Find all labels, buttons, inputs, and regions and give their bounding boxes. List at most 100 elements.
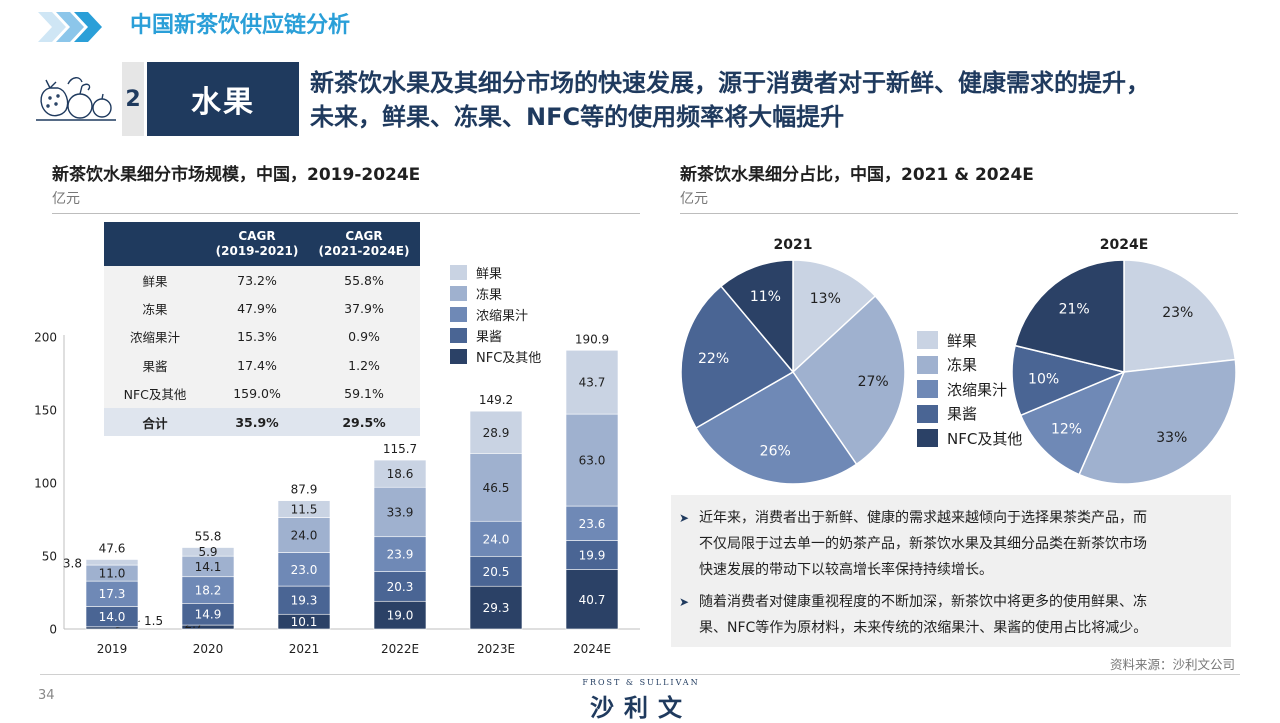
bar-total-label: 87.9 <box>291 483 318 497</box>
right-panel-divider <box>680 213 1238 214</box>
legend-label: 浓缩果汁 <box>476 309 529 324</box>
pie-value-label: 22% <box>698 351 729 367</box>
section-name: 水果 <box>147 62 299 136</box>
legend-item: 果酱 <box>450 325 541 346</box>
bar-value-label: 3.8 <box>63 557 82 571</box>
bar-value-label: 1.5 <box>144 614 163 628</box>
cagr-cell: 15.3% <box>206 322 309 352</box>
bar-value-label: 10.1 <box>291 615 318 629</box>
pie-value-label: 13% <box>810 291 841 307</box>
bar-value-label: 20.5 <box>483 565 510 579</box>
bar-value-label: 18.2 <box>195 584 222 598</box>
bar-segment <box>85 559 139 566</box>
note-line: 快速发展的带动下以较高增长率保持持续增长。 <box>699 562 993 578</box>
bar-segment <box>85 626 139 630</box>
cagr-cell: 浓缩果汁 <box>104 322 206 352</box>
cagr-cell: 37.9% <box>308 294 420 323</box>
bar-chart-legend: 鲜果 冻果 浓缩果汁 果酱 NFC及其他 <box>450 262 541 367</box>
legend-label: 果酱 <box>947 405 978 424</box>
right-panel-title: 新茶饮水果细分占比，中国，2021 & 2024E <box>680 165 1034 185</box>
pie-value-label: 23% <box>1162 305 1193 321</box>
pie-value-label: 10% <box>1028 371 1059 387</box>
legend-swatch <box>917 404 938 423</box>
x-tick-label: 2019 <box>97 642 128 656</box>
cagr-row: NFC及其他 159.0% 59.1% <box>104 379 420 408</box>
pie-charts: 2021 13% 27% 26% 22% 11% 2024E 23% 33% 12% 10% 21% <box>680 237 1237 485</box>
cagr-cell: 0.9% <box>308 322 420 352</box>
bar-segment <box>565 349 619 415</box>
legend-item: 冻果 <box>450 283 541 304</box>
legend-item: NFC及其他 <box>917 426 1022 451</box>
pie-value-label: 12% <box>1051 422 1082 438</box>
arrow-bullet-icon: ➤ <box>679 511 690 525</box>
bar-value-label: 19.0 <box>387 609 414 623</box>
bar-segment <box>277 552 331 587</box>
legend-label: NFC及其他 <box>947 429 1023 448</box>
bar-total-label: 47.6 <box>99 542 126 556</box>
note-line: 近年来，消费者出于新鲜、健康的需求越来越倾向于选择果茶类产品，而 <box>699 510 1147 526</box>
bar-segment <box>565 413 619 507</box>
cagr-cell: NFC及其他 <box>104 379 206 408</box>
bar-segment <box>277 585 331 615</box>
bar-segment <box>469 410 523 454</box>
cagr-header-row: CAGR (2019-2021) CAGR (2021-2024E) <box>104 222 420 266</box>
cagr-header-2021-2024e: CAGR (2021-2024E) <box>308 222 420 266</box>
legend-label: 鲜果 <box>947 331 978 350</box>
notes-box: ➤ 近年来，消费者出于新鲜、健康的需求越来越倾向于选择果茶类产品，而 不仅局限于… <box>671 495 1231 647</box>
cagr-row: 鲜果 73.2% 55.8% <box>104 266 420 295</box>
note-line: 不仅局限于过去单一的奶茶产品，新茶饮水果及其细分品类在新茶饮市场 <box>699 536 1147 552</box>
bar-value-label: 40.7 <box>579 593 606 607</box>
cagr-total-row: 合计 35.9% 29.5% <box>104 407 420 437</box>
pie-value-label: 27% <box>858 374 889 390</box>
bar-value-label: 46.5 <box>483 481 510 495</box>
left-panel-unit: 亿元 <box>52 191 80 207</box>
section-number: 2 <box>122 62 144 136</box>
cagr-cell: 29.5% <box>308 407 420 437</box>
cagr-cell: 1.2% <box>308 351 420 380</box>
bar-value-label: 23.9 <box>387 548 414 562</box>
logo-subtitle: FROST & SULLIVAN <box>582 678 700 687</box>
note-line: 果、NFC等作为原材料，未来传统的浓缩果汁、果酱的使用占比将减少。 <box>699 620 1148 636</box>
pie-slice <box>694 371 858 485</box>
cagr-cell: 55.8% <box>308 266 420 295</box>
source-note: 资料来源：沙利文公司 <box>1110 657 1236 672</box>
pie-chart-legend: 鲜果 冻果 浓缩果汁 果酱 NFC及其他 <box>917 328 1022 451</box>
legend-swatch <box>450 349 467 364</box>
bar-segment <box>277 517 331 553</box>
cagr-table: CAGR (2019-2021) CAGR (2021-2024E) 鲜果 73.… <box>104 222 420 437</box>
bar-value-label: 19.9 <box>579 549 606 563</box>
legend-label: 冻果 <box>947 356 978 375</box>
x-tick-label: 2024E <box>573 642 611 656</box>
y-tick-label: 0 <box>49 623 57 637</box>
fruit-icon <box>36 77 116 121</box>
legend-swatch <box>450 265 467 280</box>
bar-segment <box>181 576 235 604</box>
x-tick-label: 2020 <box>193 642 224 656</box>
legend-swatch <box>917 380 938 399</box>
cagr-cell: 冻果 <box>104 294 206 323</box>
legend-item: 鲜果 <box>917 328 1022 353</box>
cagr-row: 浓缩果汁 15.3% 0.9% <box>104 322 420 352</box>
legend-swatch <box>450 286 467 301</box>
bar-total-label: 55.8 <box>195 530 222 544</box>
legend-swatch <box>450 328 467 343</box>
pie-value-label: 33% <box>1156 430 1187 446</box>
legend-label: 冻果 <box>476 288 503 303</box>
bar-value-label: 23.0 <box>291 563 318 577</box>
left-panel-title: 新茶饮水果细分市场规模，中国，2019-2024E <box>52 165 421 185</box>
pie-slice <box>719 259 794 375</box>
bar-value-label: 19.3 <box>291 594 318 608</box>
pie-title: 2024E <box>1100 237 1149 253</box>
legend-label: 浓缩果汁 <box>947 380 1008 399</box>
legend-item: 果酱 <box>917 402 1022 427</box>
x-tick-label: 2022E <box>381 642 419 656</box>
legend-swatch <box>917 429 938 448</box>
x-tick-label: 2021 <box>289 642 320 656</box>
x-tick-label: 2023E <box>477 642 515 656</box>
bar-value-label: 29.3 <box>483 601 510 615</box>
bar-total-label: 190.9 <box>575 332 609 346</box>
bar-segment <box>373 486 427 538</box>
cagr-row: 果酱 17.4% 1.2% <box>104 351 420 380</box>
bar-value-label: 23.6 <box>579 517 606 531</box>
headline: 新茶饮水果及其细分市场的快速发展，源于消费者对于新鲜、健康需求的提升， 未来，鲜… <box>310 66 1250 134</box>
